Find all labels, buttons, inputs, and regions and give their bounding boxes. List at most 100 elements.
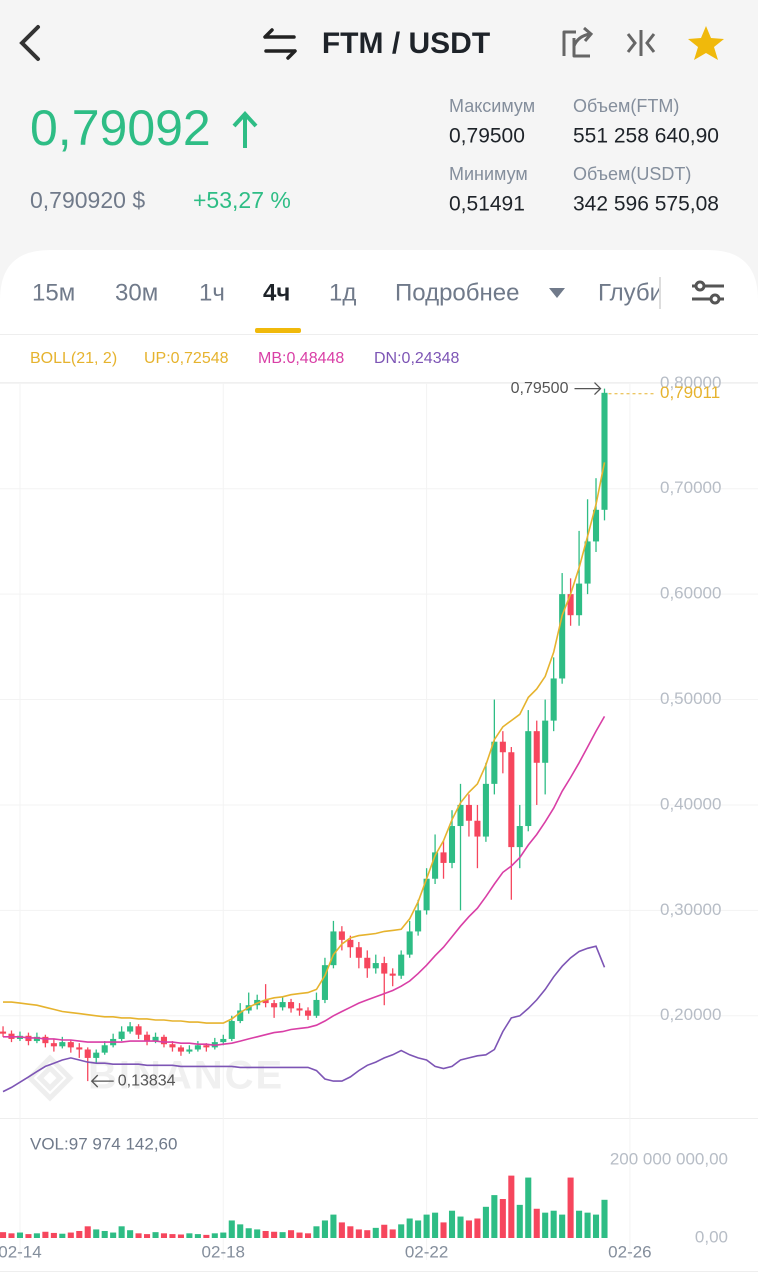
volume-bar: [304, 1233, 312, 1238]
volume-bar: [423, 1214, 430, 1238]
y-tick-label: 0,20000: [660, 1005, 721, 1024]
active-tab-indicator: [255, 328, 301, 333]
candle-body: [237, 1010, 244, 1022]
interval-tab[interactable]: 1д: [329, 279, 356, 306]
volume-bar: [16, 1232, 24, 1238]
candle-body: [304, 1010, 312, 1016]
volume-bar: [271, 1231, 278, 1238]
volume-bar: [228, 1220, 235, 1238]
volume-bar: [601, 1199, 608, 1238]
candle-body: [372, 963, 379, 969]
candle-body: [279, 1002, 286, 1008]
volume-bar: [101, 1230, 108, 1238]
volume-bar: [313, 1226, 320, 1238]
indicator-line: [2, 945, 606, 1093]
volume-bar: [220, 1232, 227, 1238]
volume-bar: [389, 1229, 396, 1238]
candle-body: [194, 1045, 201, 1050]
x-tick-label: 02-26: [608, 1242, 651, 1261]
candle-body: [550, 678, 557, 721]
candle-body: [160, 1036, 168, 1045]
y-tick-label: 0,50000: [660, 689, 721, 708]
settings-icon[interactable]: [692, 280, 724, 305]
candle-body: [592, 509, 600, 542]
stat-value: 551 258 640,90: [573, 125, 719, 148]
volume-bar: [110, 1232, 117, 1238]
volume-bar: [0, 1232, 7, 1238]
last-price: 0,79092: [30, 100, 211, 156]
candle-body: [42, 1036, 49, 1044]
candle-body: [127, 1026, 134, 1032]
candle-body: [389, 973, 396, 976]
candle-body: [93, 1052, 100, 1058]
candle-body: [288, 1002, 295, 1009]
stat-label: Объем(USDT): [573, 164, 691, 184]
watermark-logo: [26, 1054, 74, 1102]
volume-bar: [338, 1222, 345, 1238]
candle-body: [406, 931, 413, 955]
volume-bar: [457, 1216, 464, 1238]
volume-bar: [76, 1230, 83, 1238]
indicator-dn: DN:0,24348: [374, 350, 459, 367]
compare-icon[interactable]: [626, 30, 656, 56]
candle-body: [516, 826, 523, 848]
candle-body: [203, 1045, 210, 1048]
max-label: 0,79500: [511, 380, 569, 397]
volume-label: VOL:97 974 142,60: [30, 1134, 177, 1153]
swap-icon[interactable]: [263, 28, 297, 60]
volume-tick-label: 0,00: [695, 1227, 728, 1246]
volume-bar: [592, 1214, 600, 1238]
volume-bar: [364, 1230, 371, 1238]
candle-body: [440, 852, 447, 863]
candle-body: [398, 954, 405, 976]
volume-bar: [25, 1234, 32, 1238]
candle-body: [474, 820, 481, 837]
interval-tab[interactable]: 30м: [115, 279, 158, 306]
back-button[interactable]: [19, 25, 40, 61]
candle-body: [355, 947, 362, 958]
candle-body: [423, 878, 430, 911]
candle-body: [584, 541, 591, 584]
interval-tab-active[interactable]: 4ч: [263, 279, 290, 306]
volume-bar: [245, 1228, 252, 1238]
candle-body: [50, 1043, 57, 1047]
candle-body: [364, 957, 371, 969]
more-tab[interactable]: Подробнее: [395, 279, 519, 306]
volume-bar: [262, 1230, 269, 1238]
volume-bar: [584, 1212, 591, 1238]
volume-bar: [508, 1175, 515, 1238]
share-icon[interactable]: [562, 26, 594, 58]
volume-bar: [474, 1218, 481, 1238]
volume-bar: [448, 1210, 456, 1238]
depth-tab[interactable]: Глуби: [598, 279, 663, 306]
volume-bar: [279, 1232, 286, 1238]
divider: [0, 1271, 758, 1272]
volume-bar: [372, 1227, 379, 1238]
volume-bar: [160, 1233, 168, 1238]
y-tick-label: 0,40000: [660, 794, 721, 813]
interval-tab[interactable]: 15м: [32, 279, 75, 306]
indicator-line: [3, 462, 606, 1024]
volume-bar: [415, 1220, 422, 1238]
candle-body: [76, 1047, 83, 1050]
volume-bar: [321, 1220, 328, 1238]
candle-body: [177, 1047, 184, 1052]
candle-body: [169, 1044, 176, 1048]
favorite-star[interactable]: [688, 26, 724, 60]
volume-bar: [542, 1212, 549, 1238]
volume-bar: [330, 1214, 337, 1238]
volume-bar: [203, 1234, 210, 1238]
stat-label: Максимум: [449, 96, 535, 116]
min-arrow: [90, 1074, 114, 1088]
candle-body: [601, 392, 608, 510]
stat-value: 0,51491: [449, 193, 525, 216]
volume-bar: [84, 1226, 91, 1238]
volume-bar: [499, 1199, 506, 1238]
candle-body: [491, 741, 498, 784]
volume-bar: [440, 1222, 447, 1238]
interval-tab[interactable]: 1ч: [199, 279, 225, 306]
volume-tick-label: 200 000 000,00: [610, 1150, 728, 1169]
candle-body: [347, 939, 354, 948]
volume-bar: [398, 1224, 405, 1238]
